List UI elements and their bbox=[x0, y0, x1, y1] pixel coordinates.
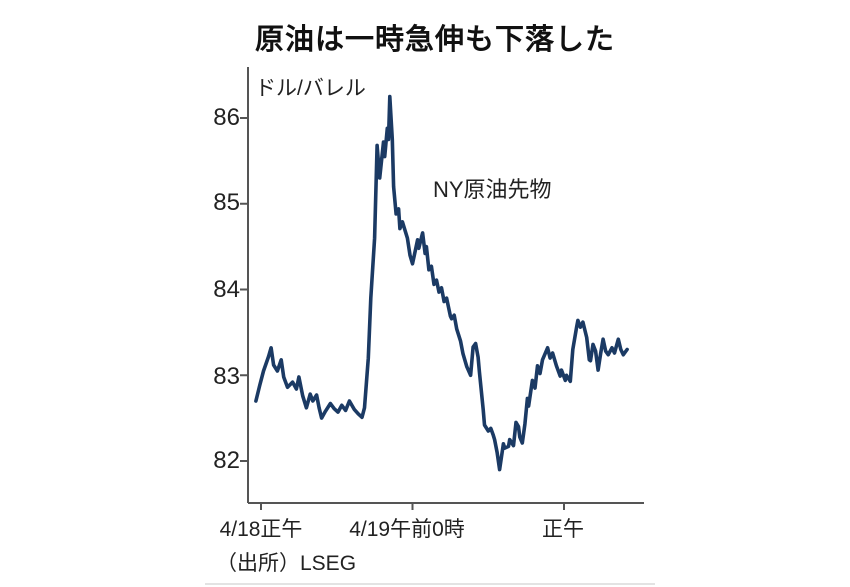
y-tick-label: 85 bbox=[213, 189, 240, 216]
chart-title: 原油は一時急伸も下落した bbox=[254, 24, 615, 56]
source-note: （出所）LSEG bbox=[216, 552, 357, 575]
y-tick-label: 86 bbox=[213, 104, 240, 131]
y-tick-label: 84 bbox=[213, 276, 240, 303]
bottom-divider bbox=[205, 583, 655, 585]
y-tick-label: 82 bbox=[213, 447, 240, 474]
price-line-series bbox=[254, 94, 629, 472]
x-tick-label: 正午 bbox=[542, 518, 584, 541]
y-axis-unit-label: ドル/バレル bbox=[255, 77, 366, 100]
x-tick-label: 4/18正午 bbox=[219, 518, 303, 541]
series-annotation-label: NY原油先物 bbox=[433, 177, 552, 202]
y-tick-label: 83 bbox=[213, 363, 240, 390]
x-tick-label: 4/19午前0時 bbox=[349, 518, 465, 541]
